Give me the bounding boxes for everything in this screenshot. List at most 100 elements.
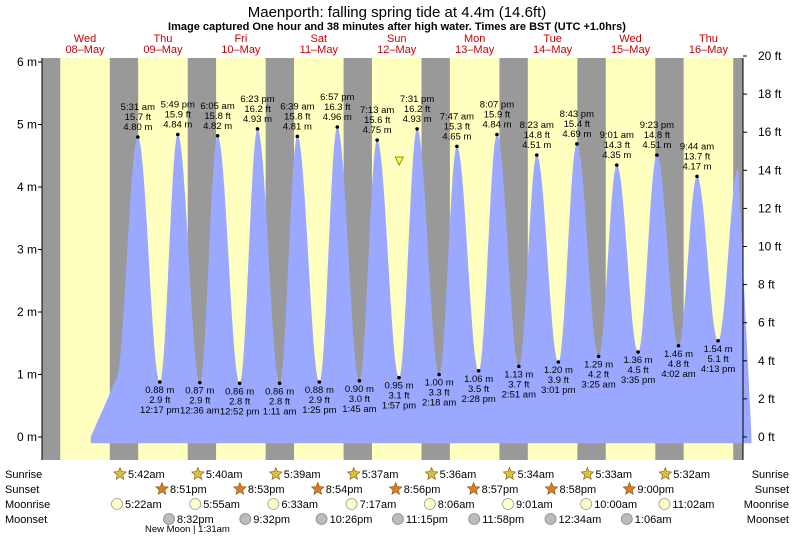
- high-tide-feet: 14.8 ft: [524, 130, 551, 141]
- low-tide-point: [476, 368, 481, 373]
- sunset-time: 8:53pm: [248, 484, 285, 496]
- high-tide-feet: 15.8 ft: [204, 111, 231, 122]
- high-tide-metres: 4.80 m: [123, 122, 152, 133]
- low-tide-point: [357, 378, 362, 383]
- high-tide-feet: 16.2 ft: [244, 104, 271, 115]
- left-tick-label: 6 m: [17, 55, 37, 69]
- low-tide-feet: 4.5 ft: [628, 365, 649, 376]
- low-tide-metres: 0.88 m: [145, 385, 174, 396]
- moonset-time: 12:34am: [559, 514, 602, 526]
- sunrise-row-label: Sunrise: [5, 469, 42, 481]
- sunset-icon: [310, 481, 325, 495]
- low-tide-point: [596, 354, 601, 359]
- moonrise-time: 10:00am: [594, 499, 637, 511]
- moonset-time: 11:58pm: [482, 514, 524, 526]
- high-tide-feet: 15.3 ft: [444, 121, 471, 132]
- chart-subtitle: Image captured One hour and 38 minutes a…: [168, 21, 626, 33]
- sunrise-time: 5:32am: [673, 469, 710, 481]
- moonrise-time: 11:02am: [672, 499, 714, 511]
- high-tide-time: 5:49 pm: [161, 100, 195, 111]
- daylight-band: [60, 58, 110, 460]
- high-tide-metres: 4.65 m: [442, 131, 471, 142]
- high-tide-feet: 15.6 ft: [364, 115, 391, 126]
- high-tide-feet: 14.8 ft: [644, 130, 671, 141]
- high-tide-metres: 4.84 m: [163, 120, 192, 131]
- sunset-time: 8:57pm: [482, 484, 519, 496]
- high-tide-time: 7:47 am: [440, 111, 474, 122]
- tide-area-base: [90, 437, 752, 444]
- moonrise-icon: [423, 498, 436, 510]
- high-tide-point: [255, 127, 260, 131]
- high-tide-feet: 13.7 ft: [684, 151, 711, 162]
- low-tide-feet: 3.9 ft: [548, 375, 569, 386]
- sunrise-icon: [113, 466, 127, 480]
- high-tide-point: [655, 153, 659, 157]
- right-tick-label: 2 ft: [758, 392, 775, 406]
- low-tide-time: 12:52 pm: [220, 406, 260, 417]
- day-date-label: 10–May: [221, 44, 261, 56]
- low-tide-time: 3:25 am: [581, 379, 615, 390]
- tide-area-group: [90, 127, 752, 444]
- right-tick-label: 18 ft: [758, 87, 782, 101]
- moonrise-icon: [345, 498, 358, 510]
- right-tick-label: 0 ft: [758, 430, 775, 444]
- low-tide-metres: 1.36 m: [624, 355, 653, 366]
- low-tide-time: 1:25 pm: [302, 405, 336, 416]
- day-date-label: 09–May: [143, 44, 183, 56]
- low-tide-time: 2:18 am: [422, 398, 456, 409]
- low-tide-feet: 5.1 ft: [708, 354, 729, 365]
- high-tide-metres: 4.69 m: [562, 129, 591, 140]
- high-tide-time: 7:31 pm: [400, 94, 434, 105]
- high-tide-point: [335, 125, 340, 129]
- high-tide-time: 9:23 pm: [640, 120, 674, 131]
- day-date-label: 08–May: [65, 44, 105, 56]
- low-tide-metres: 1.00 m: [425, 378, 454, 389]
- sunrise-time: 5:33am: [595, 469, 632, 481]
- high-tide-metres: 4.51 m: [522, 140, 551, 151]
- moonset-time: 1:06am: [635, 514, 672, 526]
- sunset-icon: [232, 481, 247, 495]
- moonset-icon: [544, 513, 557, 525]
- sunrise-icon: [658, 466, 673, 480]
- moonrise-icon: [111, 498, 123, 510]
- high-tide-feet: 15.9 ft: [484, 110, 511, 121]
- high-tide-feet: 15.8 ft: [284, 111, 311, 122]
- high-tide-time: 8:23 am: [520, 120, 554, 131]
- sunset-time: 9:00pm: [637, 484, 674, 496]
- sunset-icon: [622, 481, 637, 495]
- day-date-label: 13–May: [455, 44, 495, 56]
- low-tide-time: 4:13 pm: [701, 364, 735, 375]
- moonrise-time: 9:01am: [516, 499, 553, 511]
- day-name-label: Wed: [74, 33, 96, 45]
- sunset-icon: [388, 481, 403, 495]
- high-tide-time: 9:01 am: [600, 130, 634, 141]
- high-tide-feet: 15.9 ft: [165, 110, 192, 121]
- moonrise-row-label: Moonrise: [5, 499, 50, 511]
- left-tick-label: 0 m: [17, 430, 37, 444]
- moonrise-icon: [189, 498, 202, 510]
- low-tide-point: [237, 381, 242, 386]
- high-tide-point: [534, 153, 539, 157]
- low-tide-feet: 3.7 ft: [508, 379, 529, 390]
- sunrise-icon: [580, 466, 595, 480]
- low-tide-metres: 0.95 m: [384, 381, 413, 392]
- low-tide-feet: 4.2 ft: [588, 369, 609, 380]
- high-tide-point: [295, 134, 300, 139]
- low-tide-point: [676, 343, 681, 348]
- moonset-icon: [239, 513, 252, 525]
- high-tide-metres: 4.75 m: [363, 125, 392, 136]
- low-tide-time: 1:57 pm: [382, 401, 416, 412]
- high-tide-metres: 4.96 m: [323, 112, 352, 123]
- high-tide-feet: 15.7 ft: [125, 112, 152, 123]
- high-tide-time: 6:05 am: [200, 101, 234, 112]
- day-header-group: Wed08–MayThu09–MayFri10–MaySat11–MaySun1…: [65, 33, 728, 56]
- right-tick-label: 20 ft: [758, 49, 782, 63]
- day-name-label: Thu: [699, 33, 718, 45]
- moon-phase-label: New Moon | 1:31am: [145, 524, 230, 535]
- low-tide-metres: 0.86 m: [225, 386, 254, 397]
- low-tide-metres: 0.87 m: [185, 386, 214, 397]
- high-tide-metres: 4.84 m: [482, 120, 511, 131]
- low-tide-point: [636, 350, 640, 354]
- sunset-icon: [155, 481, 169, 495]
- day-name-label: Sun: [387, 33, 407, 45]
